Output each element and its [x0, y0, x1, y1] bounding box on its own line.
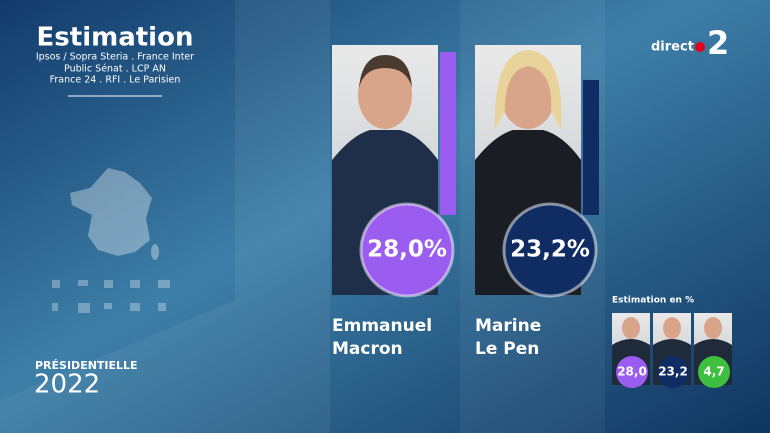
brand-year: 2022 [34, 370, 100, 400]
inset-value: 23,2 [658, 365, 688, 379]
score-label: 28,0% [367, 237, 447, 263]
logo-dot [695, 42, 705, 52]
score-label: 23,2% [510, 237, 590, 263]
logo-channel: 2 [707, 24, 729, 62]
corsica [151, 244, 159, 260]
inset-badge [698, 356, 730, 388]
first-name: Emmanuel [332, 316, 432, 336]
score-badge [502, 202, 598, 298]
title: Estimation [37, 23, 194, 53]
inset-badge [657, 356, 689, 388]
face [358, 61, 412, 129]
stripe [0, 0, 330, 433]
hair [359, 55, 412, 88]
first-name: Marine [475, 316, 541, 336]
logo-text: direct [651, 40, 694, 55]
france-map [70, 168, 152, 256]
source: Ipsos / Sopra Steria . France Inter [36, 52, 194, 63]
bar [583, 79, 599, 215]
source: France 24 . RFI . Le Parisien [50, 75, 181, 86]
inset-face [622, 317, 640, 339]
inset: Estimation en % 28,0 23,2 4,7 [612, 296, 732, 388]
inset-badge [616, 356, 648, 388]
last-name: Macron [332, 339, 403, 359]
brand-label: PRÉSIDENTIELLE [35, 359, 138, 372]
inset-value: 28,0 [617, 365, 647, 379]
face [501, 61, 555, 129]
source: Public Sénat . LCP AN [64, 64, 166, 75]
overseas [52, 280, 170, 313]
inset-value: 4,7 [703, 365, 724, 379]
hair [494, 50, 562, 130]
score-badge [359, 202, 455, 298]
last-name: Le Pen [475, 339, 539, 359]
inset-face [704, 317, 722, 339]
inset-face [663, 317, 681, 339]
inset-title: Estimation en % [612, 296, 694, 306]
candidates: 28,0% Emmanuel Macron 23,2% Marine Le Pen [332, 45, 599, 359]
bar [440, 52, 456, 215]
